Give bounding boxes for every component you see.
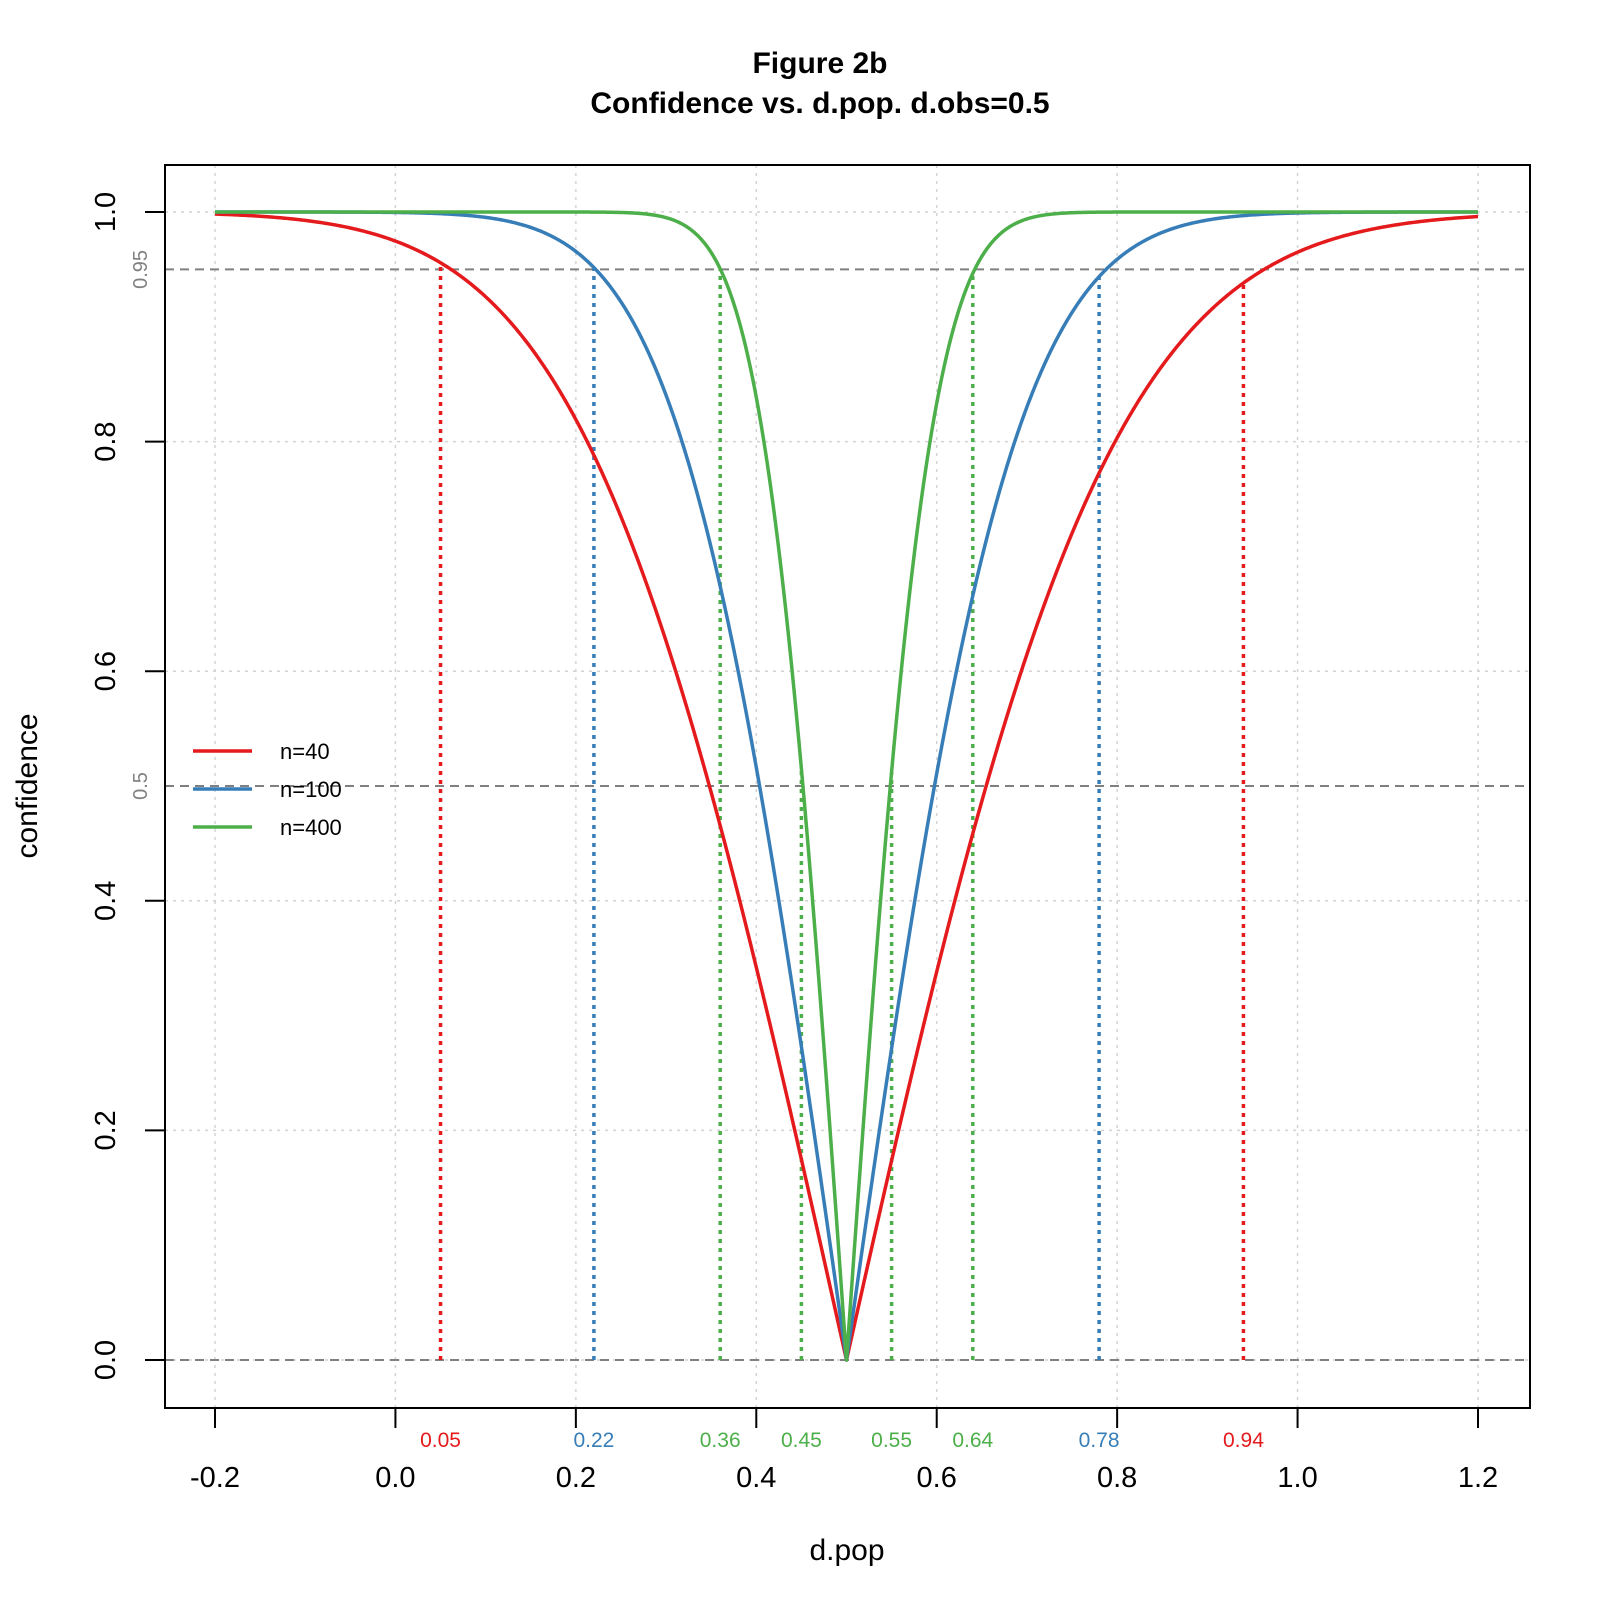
series-lines <box>214 210 1479 1362</box>
ci-marker-label: 0.36 <box>700 1429 741 1452</box>
y-tick-label: 0.8 <box>90 421 122 461</box>
y-tick-label: 0.6 <box>90 651 122 691</box>
legend: n=40 n=100 n=400 <box>193 739 342 840</box>
x-tick-label: 1.2 <box>1458 1462 1498 1494</box>
reference-lines: 0.95 0.5 <box>130 250 1530 1361</box>
x-tick-label: 0.0 <box>375 1462 415 1494</box>
series-line-n=400 <box>215 210 1478 1362</box>
chart-title: Figure 2b <box>752 47 887 80</box>
x-axis: -0.2 0.0 0.2 0.4 0.6 0.8 1.0 1.2 <box>190 1407 1498 1494</box>
x-tick-label: 1.0 <box>1277 1462 1317 1494</box>
y-axis-label: confidence <box>11 713 44 858</box>
legend-entry: n=40 <box>280 739 330 764</box>
ci-marker-label: 0.55 <box>871 1429 912 1452</box>
legend-entry: n=400 <box>280 815 342 840</box>
x-tick-label: -0.2 <box>190 1462 240 1494</box>
y-tick-label: 0.2 <box>90 1110 122 1150</box>
legend-entry: n=100 <box>280 777 342 802</box>
y-tick-label: 0.4 <box>90 881 122 921</box>
x-axis-label: d.pop <box>809 1534 884 1567</box>
ci-marker-label: 0.05 <box>420 1429 461 1452</box>
y-tick-label: 0.0 <box>90 1340 122 1380</box>
ci-marker-label: 0.22 <box>573 1429 614 1452</box>
x-tick-label: 0.8 <box>1097 1462 1137 1494</box>
ci-markers <box>438 262 1246 1360</box>
ci-marker-label: 0.94 <box>1223 1429 1264 1452</box>
series-line-n=40 <box>214 212 1479 1362</box>
ci-marker-label: 0.45 <box>781 1429 822 1452</box>
y-axis: 0.0 0.2 0.4 0.6 0.8 1.0 <box>90 192 166 1380</box>
reference-line-label: 0.95 <box>130 250 152 289</box>
y-tick-label: 1.0 <box>90 192 122 232</box>
ci-marker-label: 0.64 <box>952 1429 993 1452</box>
x-tick-label: 0.4 <box>736 1462 776 1494</box>
chart-subtitle: Confidence vs. d.pop. d.obs=0.5 <box>590 87 1049 120</box>
ci-marker-label: 0.78 <box>1079 1429 1120 1452</box>
marker-labels: 0.05 0.94 0.22 0.78 0.36 0.45 0.55 0.64 <box>420 1429 1264 1452</box>
x-tick-label: 0.2 <box>556 1462 596 1494</box>
reference-line-label: 0.5 <box>130 772 152 800</box>
x-tick-label: 0.6 <box>917 1462 957 1494</box>
